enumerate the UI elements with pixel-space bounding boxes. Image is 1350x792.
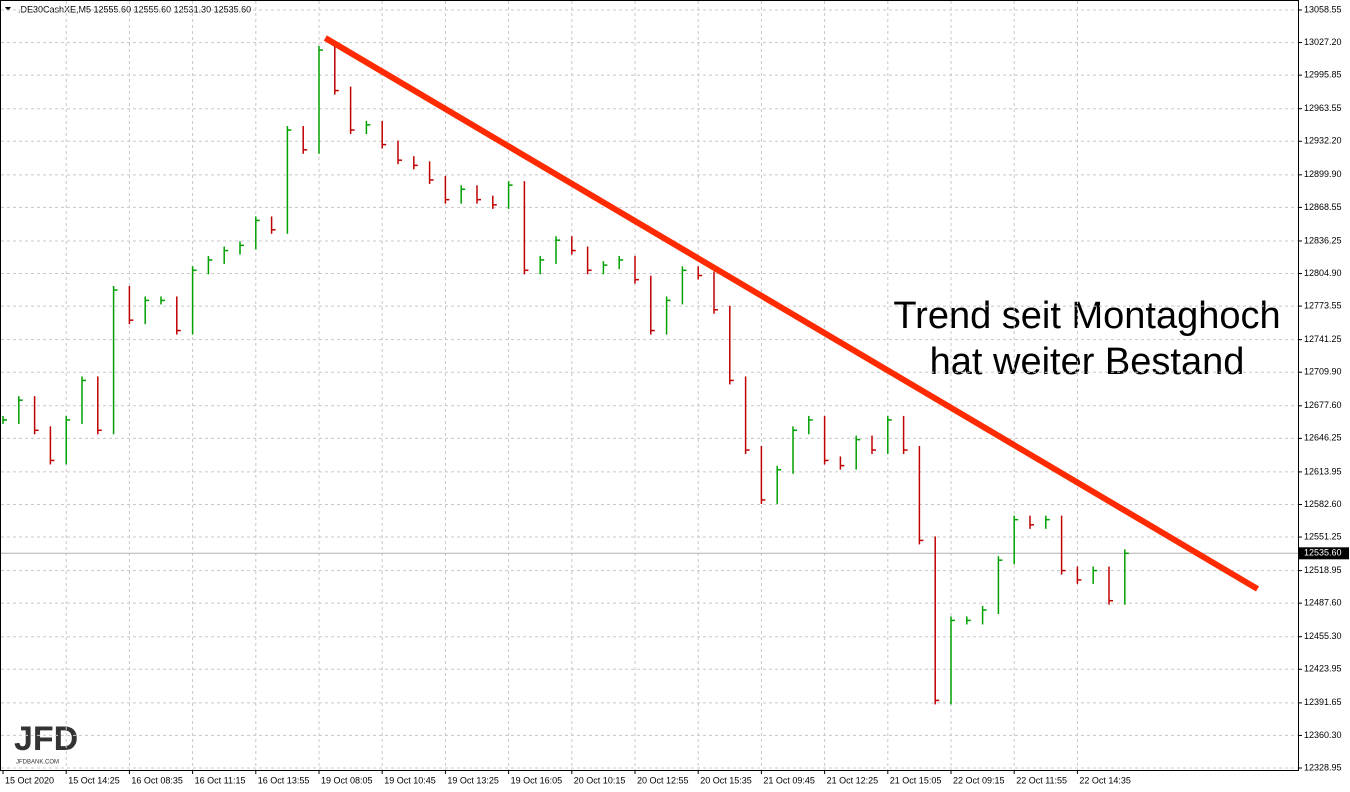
y-tick-label: 12741.25 (1304, 334, 1342, 344)
x-tick-label: 21 Oct 15:05 (890, 775, 942, 785)
y-tick-label: 12423.95 (1304, 664, 1342, 674)
y-tick-label: 13058.55 (1304, 4, 1342, 14)
y-tick-label: 12582.60 (1304, 499, 1342, 509)
y-tick-label: 12804.90 (1304, 268, 1342, 278)
x-tick-label: 19 Oct 13:25 (447, 775, 499, 785)
current-price-label: 12535.60 (1304, 548, 1342, 558)
y-tick-label: 12328.95 (1304, 762, 1342, 772)
logo: JFD (14, 720, 78, 758)
y-tick-label: 12646.25 (1304, 433, 1342, 443)
y-tick-label: 12487.60 (1304, 598, 1342, 608)
x-tick-label: 16 Oct 08:35 (131, 775, 183, 785)
y-tick-label: 12551.25 (1304, 531, 1342, 541)
x-tick-label: 22 Oct 09:15 (953, 775, 1005, 785)
annotation: Trend seit Montaghoch (893, 295, 1280, 337)
y-tick-label: 12613.95 (1304, 466, 1342, 476)
annotation: hat weiter Bestand (930, 341, 1245, 383)
x-tick-label: 21 Oct 09:45 (763, 775, 815, 785)
x-tick-label: 16 Oct 11:15 (195, 775, 246, 785)
x-tick-label: 16 Oct 13:55 (258, 775, 310, 785)
menu-icon (5, 7, 11, 11)
y-tick-label: 12899.90 (1304, 169, 1342, 179)
x-tick-label: 19 Oct 16:05 (511, 775, 563, 785)
x-tick-label: 19 Oct 10:45 (384, 775, 436, 785)
x-tick-label: 20 Oct 12:55 (637, 775, 689, 785)
y-tick-label: 12709.90 (1304, 367, 1342, 377)
y-tick-label: 12677.60 (1304, 400, 1342, 410)
trendline (323, 35, 1260, 592)
x-tick-label: 20 Oct 10:15 (574, 775, 626, 785)
y-tick-label: 12836.25 (1304, 235, 1342, 245)
chart-title: .DE30CashXE,M5 12555.60 12555.60 12531.3… (18, 4, 251, 14)
y-tick-label: 12518.95 (1304, 565, 1342, 575)
x-tick-label: 21 Oct 12:25 (827, 775, 879, 785)
plot-frame (0, 0, 1299, 771)
x-tick-label: 15 Oct 14:25 (68, 775, 120, 785)
y-tick-label: 12963.55 (1304, 103, 1342, 113)
y-tick-label: 12391.65 (1304, 697, 1342, 707)
x-tick-label: 22 Oct 11:55 (1016, 775, 1067, 785)
current-price-box (1299, 547, 1349, 560)
x-tick-label: 19 Oct 08:05 (321, 775, 373, 785)
y-tick-label: 12932.20 (1304, 136, 1342, 146)
y-tick-label: 12773.55 (1304, 300, 1342, 310)
x-tick-label: 22 Oct 14:35 (1079, 775, 1131, 785)
y-tick-label: 12995.85 (1304, 70, 1342, 80)
y-tick-label: 12360.30 (1304, 730, 1342, 740)
y-tick-label: 12868.55 (1304, 202, 1342, 212)
y-tick-label: 12455.30 (1304, 631, 1342, 641)
x-tick-label: 15 Oct 2020 (5, 775, 54, 785)
logo-subtext: JFDBANK.COM (16, 760, 59, 766)
y-tick-label: 13027.20 (1304, 37, 1342, 47)
x-tick-label: 20 Oct 15:35 (700, 775, 752, 785)
